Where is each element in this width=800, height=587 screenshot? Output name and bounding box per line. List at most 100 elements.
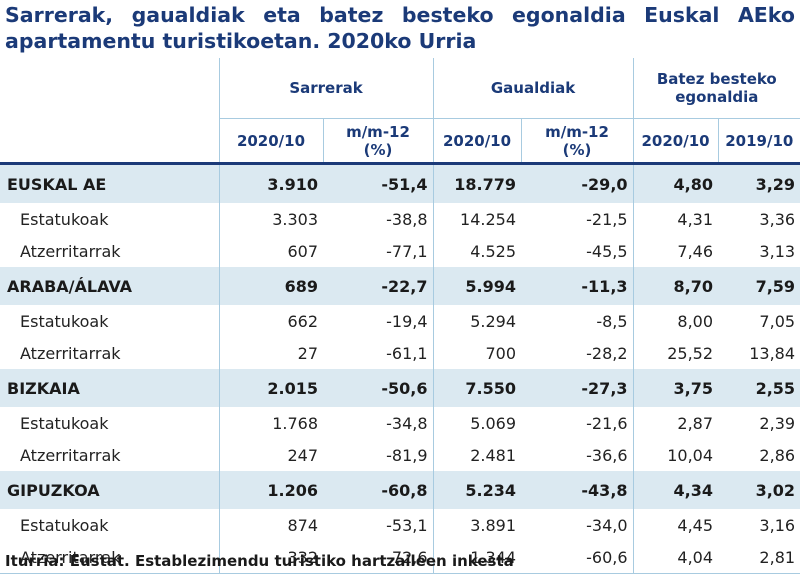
table-row-region: EUSKAL AE 3.910 -51,4 18.779 -29,0 4,80 3,29 (0, 163, 800, 203)
table-cell: 7,46 (632, 235, 719, 267)
table-cell: 3.303 (218, 203, 323, 235)
page-title: Sarrerak, gaualdiak eta batez besteko eg… (5, 2, 795, 54)
header-egonaldia: Batez besteko egonaldia (632, 58, 800, 119)
col-sarrerak-period: 2020/10 (218, 118, 323, 165)
table-cell: -21,6 (586, 413, 628, 433)
table-cell: -60,8 (323, 471, 434, 509)
table-cell: 13,84 (749, 343, 796, 363)
table-cell: 2,39 (759, 413, 796, 433)
data-table: Sarrerak Gaualdiak Batez besteko egonald… (0, 58, 800, 574)
row-label: Atzerritarrak (20, 241, 121, 261)
table-cell: -60,6 (521, 541, 634, 574)
table-cell: -81,9 (386, 445, 428, 465)
table-cell: 3,29 (718, 163, 800, 203)
table-cell: -45,5 (586, 241, 628, 261)
header-gaualdiak: Gaualdiak (432, 58, 634, 119)
row-label: ARABA/ÁLAVA (0, 267, 219, 305)
table-cell: 607 (218, 235, 323, 267)
table-cell: -27,3 (521, 369, 634, 407)
table-cell: 7,05 (759, 311, 796, 331)
col-egonaldia-prev: 2019/10 (717, 118, 800, 165)
col-gaualdiak-period: 2020/10 (432, 118, 522, 165)
table-cell: -43,8 (521, 471, 634, 509)
table-cell: 5.994 (432, 267, 522, 305)
table-cell: 14.254 (432, 203, 522, 235)
table-row: Atzerritarrak 27 -61,1 700 -28,2 25,52 13,84 (0, 337, 800, 369)
table-row: Atzerritarrak 607 -77,1 4.525 -45,5 7,46 3,13 (0, 235, 800, 267)
table-cell: 4.525 (432, 235, 522, 267)
table-cell: -34,8 (386, 413, 428, 433)
table-cell: 332 (218, 541, 323, 574)
table-cell: 4,80 (632, 163, 719, 203)
table-cell: 4,45 (632, 509, 719, 541)
row-label: BIZKAIA (0, 369, 219, 407)
table-cell: 4,31 (632, 203, 719, 235)
row-label: Estatukoak (20, 209, 109, 229)
table-cell: 27 (218, 337, 323, 369)
table-cell: 8,70 (632, 267, 719, 305)
header-sarrerak: Sarrerak (218, 58, 434, 119)
header-corner-2 (0, 118, 219, 165)
table-cell: 2,81 (718, 541, 800, 574)
table-cell: 2,87 (632, 407, 719, 439)
header-row-groups: Sarrerak Gaualdiak Batez besteko egonald… (0, 58, 800, 119)
table-cell: -72,6 (323, 541, 434, 574)
table-cell: 4,34 (632, 471, 719, 509)
table-cell: 3,75 (632, 369, 719, 407)
table-cell: 5.294 (432, 305, 522, 337)
table-cell: -34,0 (586, 515, 628, 535)
col-egonaldia-period: 2020/10 (632, 118, 719, 165)
title-line-2: apartamentu turistikoetan. 2020ko Urria (5, 29, 477, 53)
table-row-region: BIZKAIA 2.015 -50,6 7.550 -27,3 3,75 2,55 (0, 369, 800, 407)
table-cell: -53,1 (386, 515, 428, 535)
table-row: Estatukoak 662 -19,4 5.294 -8,5 8,00 7,05 (0, 305, 800, 337)
table-row: Estatukoak 874 -53,1 3.891 -34,0 4,45 3,16 (0, 509, 800, 541)
table-cell: 3,13 (759, 241, 796, 261)
table-cell: 700 (432, 337, 522, 369)
table-row: Atzerritarrak 332 -72,6 1.344 -60,6 4,04 2,81 (0, 541, 800, 574)
table-cell: 5.069 (432, 407, 522, 439)
table-cell: 7.550 (432, 369, 522, 407)
table-row-region: GIPUZKOA 1.206 -60,8 5.234 -43,8 4,34 3,02 (0, 471, 800, 509)
row-label: Atzerritarrak (20, 343, 121, 363)
table-cell: 2,86 (759, 445, 796, 465)
source-note: Iturria: Eustat. Establezimendu turistik… (5, 552, 514, 570)
header-corner (0, 58, 219, 119)
row-label: Estatukoak (20, 311, 109, 331)
row-label: Atzerritarrak (20, 445, 121, 465)
table-cell: 662 (218, 305, 323, 337)
table-cell: 3.910 (218, 163, 323, 203)
table-cell: -36,6 (586, 445, 628, 465)
table-cell: 2,55 (718, 369, 800, 407)
col-gaualdiak-mm: m/m-12 (%) (520, 118, 634, 165)
table-cell: 1.206 (218, 471, 323, 509)
table-cell: 689 (218, 267, 323, 305)
table-cell: 247 (218, 439, 323, 471)
table-cell: 2.015 (218, 369, 323, 407)
col-sarrerak-mm: m/m-12 (%) (322, 118, 434, 165)
table-cell: 5.234 (432, 471, 522, 509)
table-cell: 3.891 (432, 509, 522, 541)
table-cell: -21,5 (586, 209, 628, 229)
table-cell: -61,1 (386, 343, 428, 363)
table-cell: -29,0 (521, 163, 634, 203)
table-cell: 25,52 (632, 337, 719, 369)
table-cell: -28,2 (586, 343, 628, 363)
table-cell: -19,4 (386, 311, 428, 331)
table-cell: 10,04 (632, 439, 719, 471)
row-label: Estatukoak (20, 413, 109, 433)
table-cell: 3,16 (759, 515, 796, 535)
table-cell: -50,6 (323, 369, 434, 407)
row-label: Estatukoak (20, 515, 109, 535)
table-row: Atzerritarrak 247 -81,9 2.481 -36,6 10,04 2,86 (0, 439, 800, 471)
table-cell: -77,1 (386, 241, 428, 261)
table-cell: 3,02 (718, 471, 800, 509)
table-cell: -11,3 (521, 267, 634, 305)
table-row-region: ARABA/ÁLAVA 689 -22,7 5.994 -11,3 8,70 7,59 (0, 267, 800, 305)
table-body: EUSKAL AE 3.910 -51,4 18.779 -29,0 4,80 3,29 Es… (0, 163, 800, 574)
table-cell: 1.768 (218, 407, 323, 439)
table-cell: 4,04 (632, 541, 719, 574)
header-row-columns: 2020/10 m/m-12 (%) 2020/10 m/m-12 (%) 20… (0, 118, 800, 165)
title-line-1: Sarrerak, gaualdiak eta batez besteko eg… (5, 3, 795, 27)
table-cell: 874 (218, 509, 323, 541)
